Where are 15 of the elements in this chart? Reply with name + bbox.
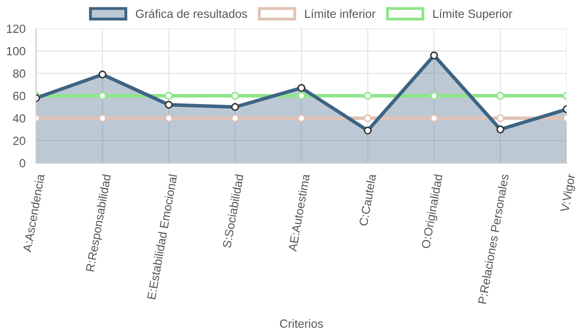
x-tick-label: V:Vigor: [560, 174, 578, 213]
x-tick-label: P:Relaciones Personales: [478, 174, 509, 304]
y-tick-label: 0: [20, 159, 26, 168]
y-tick-label: 120: [6, 24, 26, 33]
y-tick-label: 80: [13, 69, 26, 78]
y-tick-label: 60: [13, 92, 26, 100]
x-tick-label: E:Estabilidad Emocional: [146, 174, 178, 300]
legend-label: Gráfica de resultados: [136, 9, 248, 18]
y-tick-label: 20: [13, 136, 26, 145]
legend-label: Límite Superior: [433, 9, 512, 20]
x-axis-title: Criterios: [280, 319, 323, 328]
y-tick-label: 40: [12, 114, 26, 123]
y-tick-label: 100: [6, 46, 26, 56]
legend-label: Límite inferior: [305, 9, 376, 18]
x-tick-label: C:Cautela: [358, 173, 376, 226]
